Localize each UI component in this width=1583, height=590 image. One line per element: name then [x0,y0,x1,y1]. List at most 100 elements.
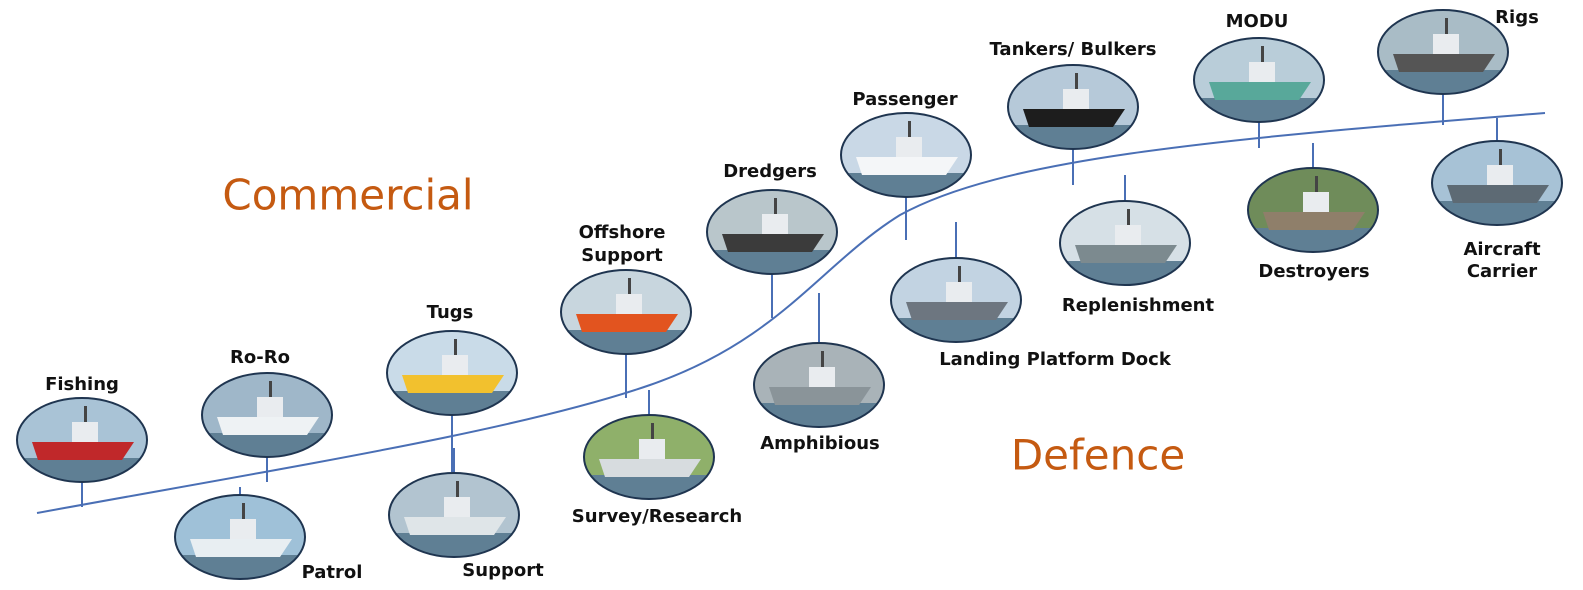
ship-photo [1059,200,1191,287]
water [388,533,520,559]
superstructure [72,422,98,442]
ship-photo [201,372,333,459]
ship-label: Tankers/ Bulkers [989,39,1156,60]
ship-label: Patrol [302,562,363,583]
mast [1445,18,1448,34]
ship-photo [706,189,838,276]
mast [821,351,824,367]
ship-photo [1007,64,1139,151]
hull [402,375,504,393]
ship-photo [753,342,885,429]
mast [456,481,459,497]
hull [856,157,958,175]
superstructure [1433,34,1459,54]
ship-label: MODU [1226,11,1289,32]
ship-photo [1193,37,1325,124]
water [1059,261,1191,287]
hull [32,442,134,460]
water [1377,70,1509,96]
mast [84,406,87,422]
superstructure [946,282,972,302]
ship-label: Rigs [1495,7,1539,28]
superstructure [1487,165,1513,185]
commercial-heading: Commercial [222,171,473,220]
water [1193,98,1325,124]
ship-label: Replenishment [1062,295,1215,316]
ship-label: Destroyers [1258,261,1369,282]
water [840,173,972,199]
superstructure [230,519,256,539]
superstructure [1249,62,1275,82]
ship-label: Offshore [579,222,666,243]
hull [1075,245,1177,263]
water [753,403,885,429]
ship-label: Ro-Ro [230,347,290,368]
ship-photo [890,257,1022,344]
ship-photo [16,397,148,484]
hull [404,517,506,535]
hull [722,234,824,252]
ship-photo [388,472,520,559]
ship-label: Carrier [1467,261,1537,282]
water [1247,228,1379,254]
ship-photo [174,494,306,581]
ship-label: Survey/Research [572,506,742,527]
ship-label: Amphibious [760,433,880,454]
water [1431,201,1563,227]
mast [1261,46,1264,62]
water [174,555,306,581]
ship-label: Passenger [852,89,957,110]
hull [217,417,319,435]
ship-label: Dredgers [723,161,817,182]
ship-photo [1431,140,1563,227]
mast [1075,73,1078,89]
superstructure [896,137,922,157]
mast [454,339,457,355]
hull [576,314,678,332]
mast [774,198,777,214]
ship-label: Aircraft [1463,239,1541,260]
superstructure [257,397,283,417]
water [706,250,838,276]
hull [599,459,701,477]
superstructure [1063,89,1089,109]
hull [1023,109,1125,127]
hull [190,539,292,557]
water [201,433,333,459]
ship-label: Support [581,245,663,266]
mast [269,381,272,397]
mast [908,121,911,137]
water [560,330,692,356]
superstructure [762,214,788,234]
mast [651,423,654,439]
hull [1263,212,1365,230]
ship-photo [1377,9,1509,96]
ship-label: Landing Platform Dock [939,349,1172,370]
mast [1499,149,1502,165]
water [583,475,715,501]
water [1007,125,1139,151]
defence-heading: Defence [1011,431,1185,480]
ship-label: Fishing [45,374,119,395]
superstructure [809,367,835,387]
ship-types-diagram: Commercial Defence FishingRo-RoTugsOffsh… [0,0,1583,590]
ship-photo [1247,167,1379,254]
superstructure [616,294,642,314]
superstructure [442,355,468,375]
mast [1315,176,1318,192]
superstructure [639,439,665,459]
hull [906,302,1008,320]
ship-photo [583,414,715,501]
mast [1127,209,1130,225]
superstructure [1303,192,1329,212]
hull [1393,54,1495,72]
superstructure [444,497,470,517]
ship-photo [840,112,972,199]
mast [958,266,961,282]
mast [242,503,245,519]
hull [769,387,871,405]
superstructure [1115,225,1141,245]
hull [1209,82,1311,100]
ship-photo [560,269,692,356]
ship-photo [386,330,518,417]
